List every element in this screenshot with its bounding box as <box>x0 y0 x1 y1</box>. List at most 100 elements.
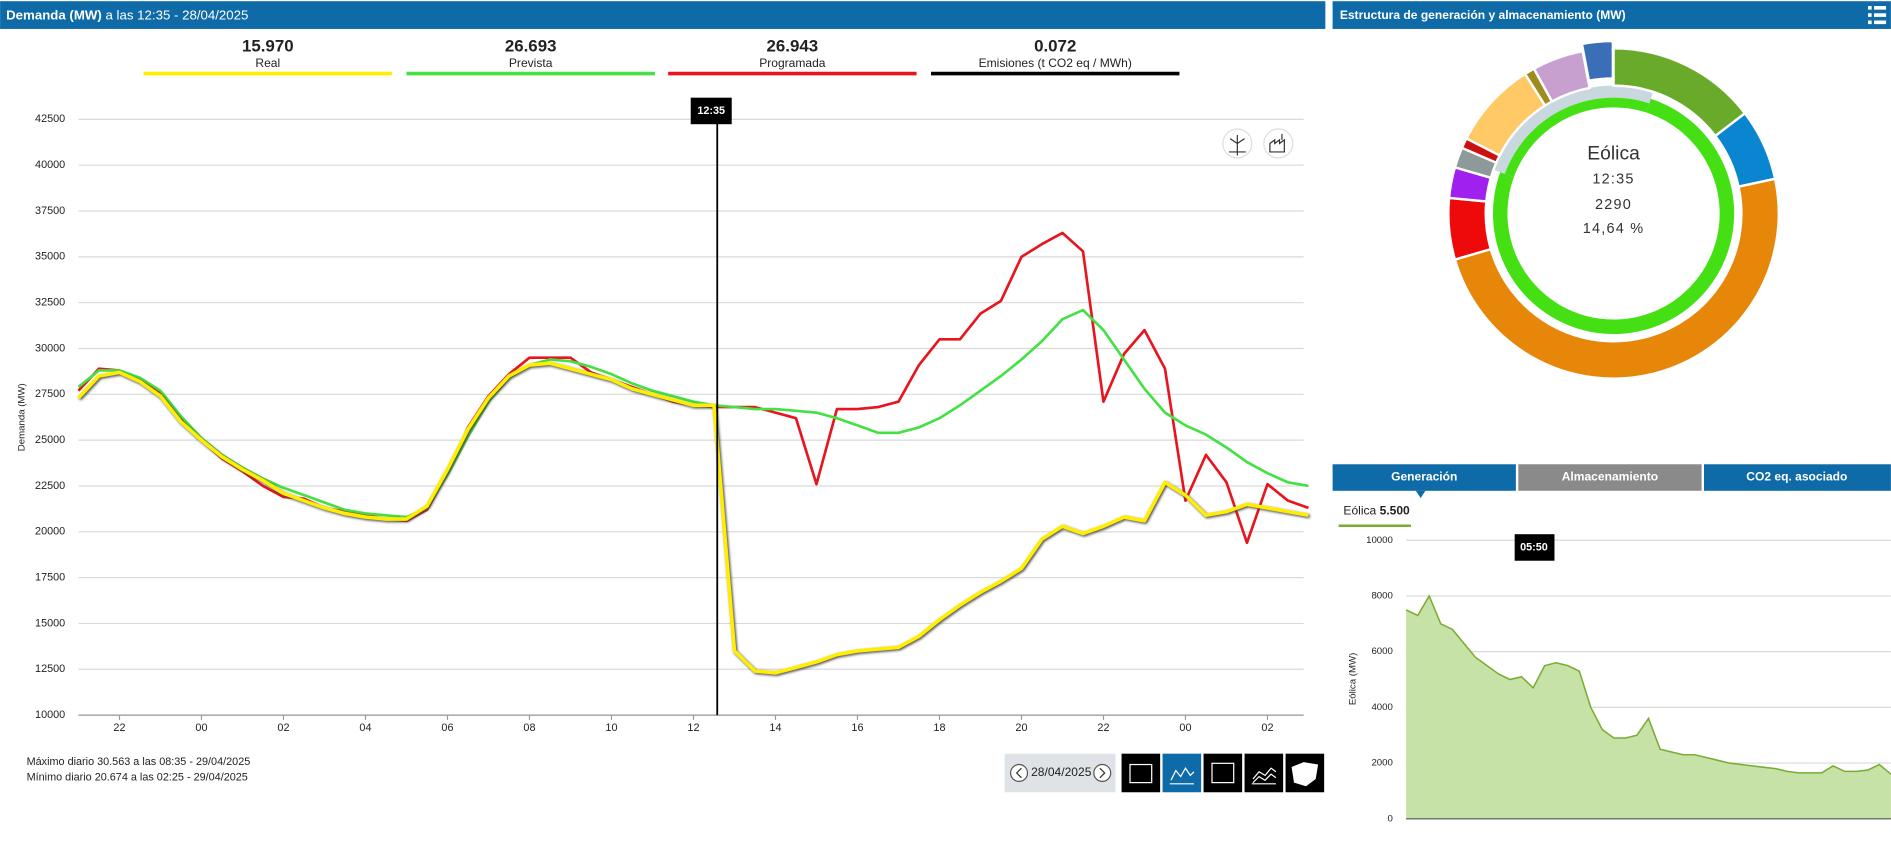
y-tick-label: 42500 <box>35 113 65 125</box>
daily-max: Máximo diario 30.563 a las 08:35 - 29/04… <box>27 756 251 768</box>
indicator-value: 15.970 <box>242 36 294 55</box>
series-line <box>77 308 1309 519</box>
y-tick-label: 0 <box>1388 813 1393 824</box>
demand-chart: 10000 12500 15000 17500 20000 22500 25000 27500… <box>16 36 1309 734</box>
legend-label: Real <box>255 56 280 70</box>
cursor-label-box <box>690 97 732 125</box>
wind-chart: 0 2000 4000 6000 8000 10000 Eólica (MW) Eólica … <box>1338 503 1891 824</box>
daily-min: Mínimo diario 20.674 a las 02:25 - 29/04… <box>27 772 248 784</box>
tooltip-box <box>1514 534 1555 561</box>
series-line <box>77 231 1309 545</box>
legend-value: 5.500 <box>1380 503 1410 517</box>
tab[interactable] <box>1704 464 1891 491</box>
y-tick-label: 25000 <box>35 434 65 446</box>
header-bar <box>0 1 1326 29</box>
x-tick-label: 00 <box>1179 722 1191 734</box>
x-tick-label: 12 <box>687 722 699 734</box>
y-tick-label: 2000 <box>1371 758 1392 769</box>
tab-label[interactable]: CO2 eq. asociado <box>1746 470 1847 484</box>
calendar-button[interactable] <box>1121 753 1161 793</box>
donut-segment <box>1580 39 1615 83</box>
y-tick-label: 32500 <box>35 297 65 309</box>
y-tick-label: 40000 <box>35 159 65 171</box>
x-tick-label: 22 <box>113 722 125 734</box>
x-tick-label: 06 <box>441 722 453 734</box>
x-tick-label: 20 <box>1015 722 1027 734</box>
center-time: 12:35 <box>1592 172 1634 188</box>
tooltip: 05:50 <box>1520 541 1548 553</box>
area-button[interactable] <box>1244 753 1284 793</box>
y-tick-label: 17500 <box>35 571 65 583</box>
prev-arrow <box>1015 767 1022 779</box>
factory-glyph <box>1269 133 1285 153</box>
y-tick-label: 15000 <box>35 617 65 629</box>
y-tick-label: 35000 <box>35 251 65 263</box>
legend-label: Programada <box>759 56 826 70</box>
y-tick-label: 12500 <box>35 663 65 675</box>
header: Demanda (MW) a las 12:35 - 28/04/2025 <box>6 7 248 22</box>
view-buttons <box>1121 753 1325 793</box>
area-fill <box>1406 595 1891 819</box>
generation-donut: Eólica 12:35 2290 14,64 % <box>1447 39 1780 380</box>
y-tick-label: 10000 <box>1366 535 1393 546</box>
wind-glyph <box>1228 135 1246 156</box>
y-tick-label: 30000 <box>35 342 65 354</box>
indicator-value: 0.072 <box>1034 36 1076 55</box>
tab[interactable] <box>1332 464 1516 491</box>
indicator-value: 26.943 <box>767 36 819 55</box>
x-tick-label: 10 <box>605 722 617 734</box>
legend-label: Emisiones (t CO2 eq / MWh) <box>979 56 1132 70</box>
y-tick-label: 20000 <box>35 526 65 538</box>
x-tick-label: 04 <box>359 722 371 734</box>
next-day[interactable] <box>1093 763 1112 783</box>
table-button[interactable] <box>1203 753 1243 793</box>
inner-ring <box>1504 97 1650 178</box>
x-tick-label: 18 <box>933 722 945 734</box>
y-tick-label: 37500 <box>35 205 65 217</box>
date-text[interactable]: 28/04/2025 <box>1031 765 1092 779</box>
donut-segment <box>1447 196 1493 262</box>
panel-title: Estructura de generación y almacenamient… <box>1340 8 1626 22</box>
calendar-glyph <box>1129 763 1153 784</box>
donut-segment <box>1532 49 1592 104</box>
x-tick-label: 14 <box>769 722 781 734</box>
header-subtitle: a las 12:35 - 28/04/2025 <box>106 7 249 22</box>
next-arrow <box>1099 767 1106 779</box>
x-tick-label: 16 <box>851 722 863 734</box>
table-glyph <box>1211 762 1235 784</box>
tab-label[interactable]: Generación <box>1391 470 1457 484</box>
center-title: Eólica <box>1587 143 1640 164</box>
series-line <box>77 361 1309 675</box>
area-line <box>1405 594 1891 775</box>
tab-label[interactable]: Almacenamiento <box>1562 470 1658 484</box>
inner-ring <box>1493 85 1654 174</box>
center-percent: 14,64 % <box>1583 221 1645 237</box>
center-value: 2290 <box>1595 197 1632 213</box>
cursor-label: 12:35 <box>697 105 725 117</box>
x-tick-label: 08 <box>523 722 535 734</box>
donut-segment <box>1453 177 1780 380</box>
x-tick-label: 00 <box>195 722 207 734</box>
indicator-value: 26.693 <box>505 36 557 55</box>
legend: Eólica 5.500 <box>1343 503 1410 517</box>
y-tick-label: 27500 <box>35 388 65 400</box>
area-glyph <box>1251 767 1277 785</box>
header-title: Demanda (MW) <box>6 7 102 22</box>
menu-icon[interactable] <box>1868 6 1887 25</box>
line-button[interactable] <box>1162 753 1202 793</box>
map-glyph <box>1291 762 1319 787</box>
y-tick-label: 4000 <box>1371 702 1392 713</box>
legend-label: Prevista <box>509 56 553 70</box>
y-tick-label: 6000 <box>1371 646 1392 657</box>
tab[interactable] <box>1518 464 1702 491</box>
y-tick-label: 22500 <box>35 480 65 492</box>
y-tick-label: 10000 <box>35 709 65 721</box>
y-axis-label: Eólica (MW) <box>1348 653 1359 705</box>
legend-label: Eólica <box>1343 503 1376 517</box>
x-tick-label: 02 <box>277 722 289 734</box>
factory-icon[interactable] <box>1263 128 1294 159</box>
y-tick-label: 8000 <box>1371 590 1392 601</box>
prev-day[interactable] <box>1010 763 1029 783</box>
y-axis-label: Demanda (MW) <box>16 383 27 451</box>
